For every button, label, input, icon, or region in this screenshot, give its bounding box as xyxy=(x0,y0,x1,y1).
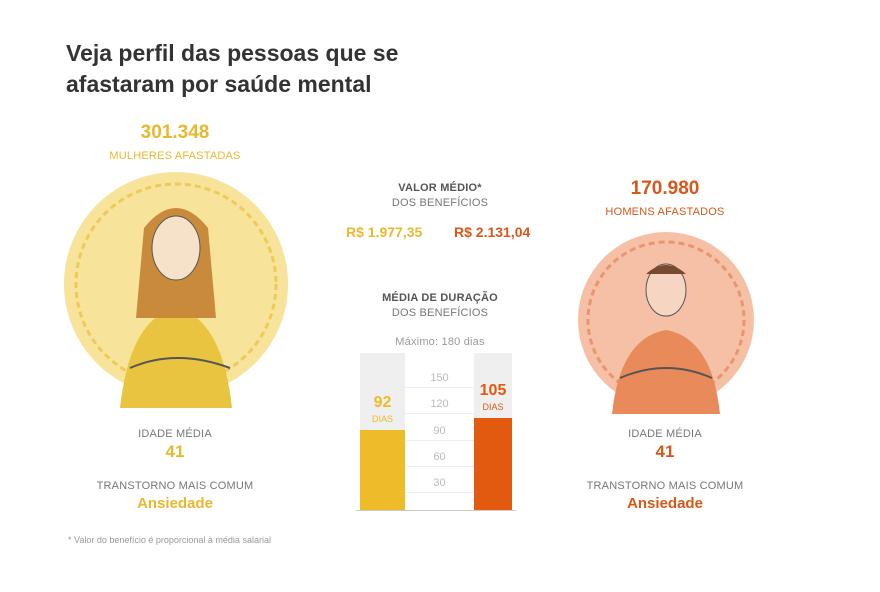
gridline xyxy=(405,413,474,415)
chart-max-note: Máximo: 180 dias xyxy=(395,336,485,348)
men-disorder-label: TRANSTORNO MAIS COMUM xyxy=(586,480,744,492)
bar-unit-label: DIAS xyxy=(482,402,504,413)
y-tick-label: 150 xyxy=(430,372,449,385)
women-age-label: IDADE MÉDIA xyxy=(138,428,212,440)
men-disorder: Ansiedade xyxy=(627,495,703,512)
men-benefit-value: R$ 2.131,04 xyxy=(454,224,531,240)
value-title: VALOR MÉDIO* xyxy=(398,182,482,194)
women-disorder-label: TRANSTORNO MAIS COMUM xyxy=(96,480,254,492)
man-illustration xyxy=(576,228,756,414)
bar-unit-label: DIAS xyxy=(371,413,393,424)
gridline xyxy=(405,465,474,467)
y-tick-label: 120 xyxy=(430,398,449,411)
y-tick-label: 30 xyxy=(433,476,446,489)
chart-title: MÉDIA DE DURAÇÃO xyxy=(382,292,498,304)
footnote: * Valor do benefício é proporcional à mé… xyxy=(68,535,271,545)
duration-chart: 30 60 90 120 150 92 DIAS 105 DIAS xyxy=(356,353,516,513)
men-age-label: IDADE MÉDIA xyxy=(628,428,702,440)
value-subtitle: DOS BENEFÍCIOS xyxy=(391,197,489,209)
bar-mulheres xyxy=(360,429,405,510)
men-age: 41 xyxy=(655,442,675,461)
women-age: 41 xyxy=(165,442,185,461)
bar-value-label: 92 xyxy=(373,393,392,411)
women-count: 301.348 xyxy=(140,122,210,143)
y-tick-label: 60 xyxy=(433,450,446,463)
y-tick-label: 90 xyxy=(433,424,446,437)
gridline xyxy=(405,491,474,493)
page-title: Veja perfil das pessoas que se afastaram… xyxy=(66,40,399,97)
chart-baseline xyxy=(356,510,516,511)
gridline xyxy=(405,387,474,389)
bar-value-label: 105 xyxy=(479,382,507,400)
women-disorder: Ansiedade xyxy=(137,495,213,512)
gridline xyxy=(405,439,474,441)
women-benefit-value: R$ 1.977,35 xyxy=(346,224,423,240)
women-label: MULHERES AFASTADAS xyxy=(109,150,241,162)
men-count: 170.980 xyxy=(630,178,700,199)
men-label: HOMENS AFASTADOS xyxy=(605,206,725,218)
woman-illustration xyxy=(60,168,292,408)
bar-homens xyxy=(474,418,512,510)
chart-subtitle: DOS BENEFÍCIOS xyxy=(391,307,489,319)
